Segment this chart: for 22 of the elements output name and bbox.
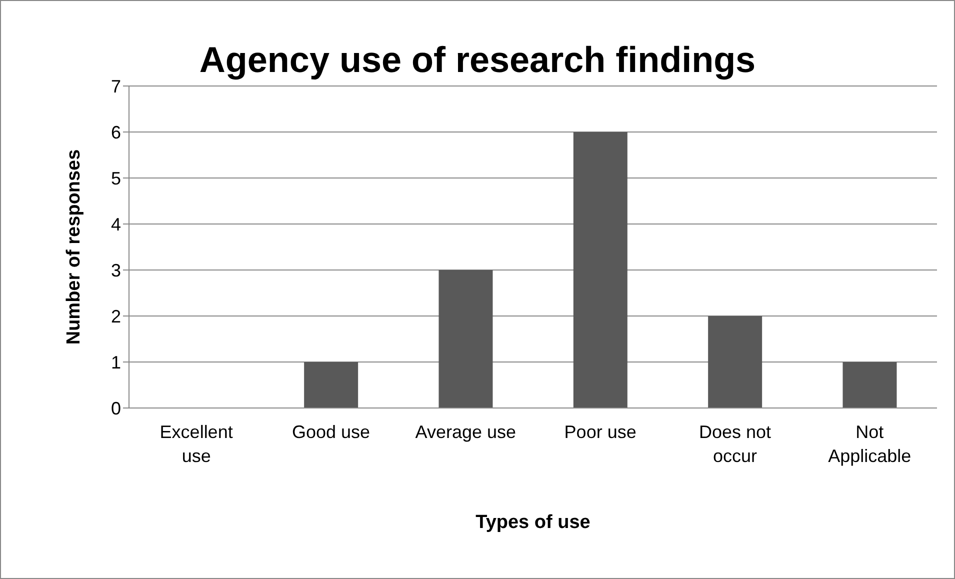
- x-axis-title: Types of use: [476, 512, 590, 533]
- bar: [438, 270, 493, 408]
- chart-title: Agency use of research findings: [199, 39, 756, 80]
- y-tick-label: 0: [110, 398, 121, 418]
- y-tick-label: 4: [110, 214, 121, 234]
- y-tick-label: 5: [110, 168, 121, 188]
- y-axis-title: Number of responses: [64, 149, 85, 345]
- bar: [842, 362, 897, 408]
- x-tick-label: Not Applicable: [828, 422, 912, 466]
- x-tick-label: Poor use: [564, 422, 636, 442]
- bar: [708, 316, 762, 408]
- x-tick-label: Average use: [415, 422, 516, 442]
- y-tick-label: 1: [110, 352, 121, 372]
- x-tick-label: Excellent use: [160, 422, 233, 466]
- bar: [304, 362, 358, 408]
- y-tick-label: 7: [110, 76, 121, 96]
- x-tick-label: Good use: [292, 422, 370, 442]
- y-tick-label: 3: [110, 260, 121, 280]
- y-tick-label: 2: [110, 306, 121, 326]
- bar: [573, 132, 628, 408]
- y-tick-label: 6: [110, 122, 121, 142]
- x-tick-label: Does not occur: [698, 422, 772, 466]
